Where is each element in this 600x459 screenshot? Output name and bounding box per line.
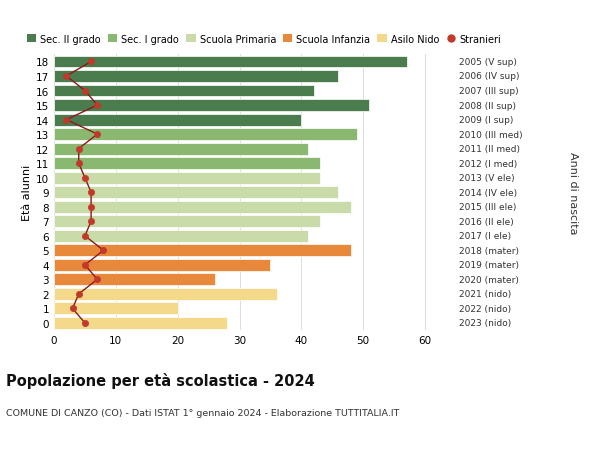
Text: 2013 (V ele): 2013 (V ele)	[459, 174, 515, 183]
Bar	[54, 71, 338, 83]
Text: 2023 (nido): 2023 (nido)	[459, 319, 511, 328]
Text: 2008 (II sup): 2008 (II sup)	[459, 101, 516, 110]
Bar	[54, 129, 357, 141]
Bar	[54, 230, 308, 242]
Text: Popolazione per età scolastica - 2024: Popolazione per età scolastica - 2024	[6, 372, 315, 388]
Bar	[54, 85, 314, 97]
Text: 2015 (III ele): 2015 (III ele)	[459, 203, 517, 212]
Bar	[54, 303, 178, 315]
Bar	[54, 187, 338, 199]
Bar	[54, 56, 407, 68]
Text: 2017 (I ele): 2017 (I ele)	[459, 232, 511, 241]
Bar	[54, 202, 351, 213]
Text: 2019 (mater): 2019 (mater)	[459, 261, 519, 270]
Text: 2018 (mater): 2018 (mater)	[459, 246, 519, 255]
Text: 2022 (nido): 2022 (nido)	[459, 304, 511, 313]
Bar	[54, 158, 320, 170]
Text: 2021 (nido): 2021 (nido)	[459, 290, 511, 299]
Text: 2016 (II ele): 2016 (II ele)	[459, 217, 514, 226]
Bar	[54, 245, 351, 257]
Text: 2020 (mater): 2020 (mater)	[459, 275, 519, 284]
Bar	[54, 288, 277, 300]
Bar	[54, 216, 320, 228]
Y-axis label: Età alunni: Età alunni	[22, 165, 32, 221]
Text: 2010 (III med): 2010 (III med)	[459, 130, 523, 139]
Legend: Sec. II grado, Sec. I grado, Scuola Primaria, Scuola Infanzia, Asilo Nido, Stran: Sec. II grado, Sec. I grado, Scuola Prim…	[27, 35, 501, 45]
Bar	[54, 259, 271, 271]
Text: 2011 (II med): 2011 (II med)	[459, 145, 520, 154]
Bar	[54, 143, 308, 155]
Text: 2005 (V sup): 2005 (V sup)	[459, 58, 517, 67]
Bar	[54, 317, 227, 329]
Text: Anni di nascita: Anni di nascita	[568, 151, 578, 234]
Text: 2014 (IV ele): 2014 (IV ele)	[459, 188, 517, 197]
Text: 2007 (III sup): 2007 (III sup)	[459, 87, 518, 96]
Text: 2009 (I sup): 2009 (I sup)	[459, 116, 514, 125]
Bar	[54, 114, 301, 126]
Text: 2012 (I med): 2012 (I med)	[459, 159, 517, 168]
Bar	[54, 274, 215, 285]
Bar	[54, 100, 370, 112]
Bar	[54, 172, 320, 184]
Text: COMUNE DI CANZO (CO) - Dati ISTAT 1° gennaio 2024 - Elaborazione TUTTITALIA.IT: COMUNE DI CANZO (CO) - Dati ISTAT 1° gen…	[6, 409, 400, 418]
Text: 2006 (IV sup): 2006 (IV sup)	[459, 73, 520, 81]
